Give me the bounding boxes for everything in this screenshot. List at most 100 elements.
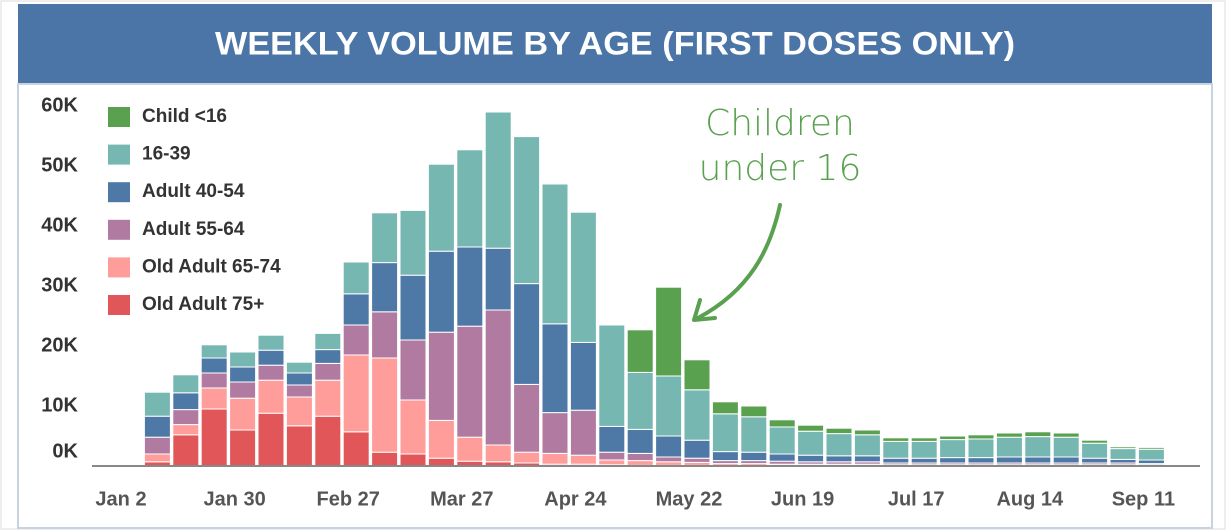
bar-segment: [513, 136, 541, 285]
legend-swatch: [108, 295, 130, 315]
bar-segment: [768, 419, 796, 428]
bar-segment: [825, 427, 853, 435]
bar-segment: [1052, 456, 1080, 464]
bar-segment: [995, 432, 1023, 438]
bar-segment: [1137, 446, 1165, 450]
legend-label: 16-39: [142, 144, 191, 165]
bar-segment: [314, 379, 342, 417]
bar-segment: [626, 428, 654, 454]
bar-segment: [427, 250, 455, 333]
bar-segment: [967, 457, 995, 464]
bar-segment: [910, 437, 938, 442]
bar-segment: [399, 274, 427, 341]
legend-swatch: [108, 219, 130, 240]
bar-segment: [939, 435, 967, 441]
bar-segment: [229, 397, 257, 431]
bar-segment: [598, 451, 626, 461]
bar-segment: [1109, 448, 1137, 460]
bar-segment: [143, 415, 171, 438]
bar-segment: [513, 283, 541, 385]
bar-segment: [768, 453, 796, 462]
bar-segment: [740, 451, 768, 462]
y-tick-label: 20K: [41, 334, 78, 356]
bar-segment: [285, 361, 313, 374]
bar-segment: [740, 405, 768, 418]
bar-segment: [655, 375, 683, 437]
bar-segment: [655, 461, 683, 466]
bar-segment: [1109, 446, 1137, 450]
y-tick-label: 50K: [41, 154, 78, 176]
bar-segment: [456, 246, 484, 327]
bar-segment: [797, 430, 825, 456]
bar-segment: [1024, 456, 1052, 464]
x-tick-label: Apr 24: [544, 488, 607, 510]
bar-segment: [882, 437, 910, 442]
legend-label: Adult 40-54: [142, 181, 245, 202]
bar-segment: [853, 429, 881, 436]
bar-segment: [285, 396, 313, 427]
legend-label: Old Adult 75+: [142, 294, 264, 315]
x-tick-label: May 22: [656, 488, 723, 510]
bar-segment: [484, 111, 512, 249]
bar-segment: [1024, 436, 1052, 458]
bar-segment: [229, 351, 257, 368]
bar-segment: [484, 309, 512, 446]
bar-segment: [655, 435, 683, 458]
bar-segment: [285, 384, 313, 398]
bar-segment: [200, 357, 228, 374]
bar-segment: [257, 412, 285, 467]
bar-segment: [683, 439, 711, 459]
bar-segment: [1052, 436, 1080, 458]
bar-segment: [399, 339, 427, 401]
bar-segment: [1081, 442, 1109, 459]
bar-segment: [995, 456, 1023, 464]
bar-segment: [371, 262, 399, 313]
bar-segment: [711, 413, 739, 453]
bar-segment: [456, 325, 484, 438]
bar-segment: [569, 341, 597, 411]
bar-segment: [967, 438, 995, 459]
bar-segment: [399, 399, 427, 455]
bar-segment: [285, 425, 313, 467]
annotation-arrow: [696, 203, 782, 320]
bar-segment: [655, 286, 683, 377]
bar-segment: [257, 379, 285, 414]
legend-swatch: [108, 257, 130, 278]
bar-segment: [598, 425, 626, 453]
bar-segment: [427, 419, 455, 459]
bar-segment: [711, 401, 739, 415]
bar-segment: [229, 366, 257, 383]
bar-segment: [1081, 457, 1109, 464]
bar-segment: [626, 329, 654, 373]
bar-segment: [1137, 459, 1165, 465]
bar-segment: [1109, 458, 1137, 464]
bar-segment: [229, 429, 257, 467]
legend-label: Adult 55-64: [142, 219, 245, 240]
bar-segment: [939, 439, 967, 459]
bar-segment: [285, 372, 313, 386]
bar-segment: [1137, 448, 1165, 461]
bar-segment: [939, 457, 967, 464]
y-tick-label: 0K: [52, 440, 78, 462]
annotation-arrowhead: [692, 298, 717, 322]
legend-label: Old Adult 65-74: [142, 256, 281, 277]
bar-segment: [143, 436, 171, 455]
bar-segment: [456, 149, 484, 248]
x-tick-label: Jun 19: [771, 488, 834, 510]
bar-segment: [797, 454, 825, 463]
y-tick-label: 10K: [41, 394, 78, 416]
plot-frame: [17, 83, 1213, 529]
bar-segment: [200, 387, 228, 410]
bar-segment: [541, 323, 569, 414]
bar-segment: [200, 344, 228, 359]
bar-segment: [768, 426, 796, 455]
bar-segment: [484, 247, 512, 311]
bar-segment: [257, 334, 285, 351]
bar-segment: [342, 324, 370, 356]
bar-segment: [882, 440, 910, 459]
bar-segment: [143, 391, 171, 417]
bar-segment: [513, 383, 541, 453]
bar-segment: [342, 431, 370, 467]
bar-segment: [314, 415, 342, 467]
